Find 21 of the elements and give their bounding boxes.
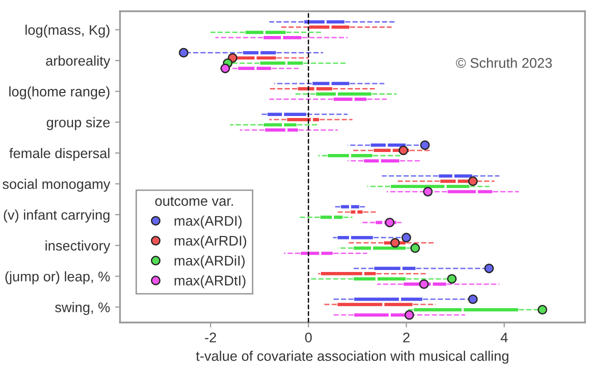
x-tick-label: 0 [305,332,312,342]
legend-label: max(ARDI) [174,216,242,229]
x-axis-title: t-value of covariate association with musical calling [196,350,508,364]
legend-label: max(ArRDI) [174,235,246,248]
y-tick-label: log(mass, Kg) [26,24,110,38]
y-tick-label: (v) infant carrying [4,210,110,223]
legend-label: max(ARDiI) [174,255,245,268]
x-tick-label: -2 [204,332,216,342]
x-tick-label: 4 [500,332,508,342]
legend-label: max(ARDtI) [174,275,246,288]
y-tick-label: swing, % [55,302,110,316]
y-tick-label: insectivory [46,240,110,254]
y-tick-label: group size [46,117,110,130]
x-tick-label: 2 [403,332,410,342]
annotation: © Schruth 2023 [456,58,552,68]
y-tick-label: female dispersal [9,148,110,161]
y-tick-label: social monogamy [2,178,110,192]
y-tick-label: log(home range) [9,86,110,100]
legend-title: outcome var. [155,196,233,206]
y-tick-label: (jump or) leap, % [5,271,110,284]
y-tick-label: arboreality [46,56,110,68]
